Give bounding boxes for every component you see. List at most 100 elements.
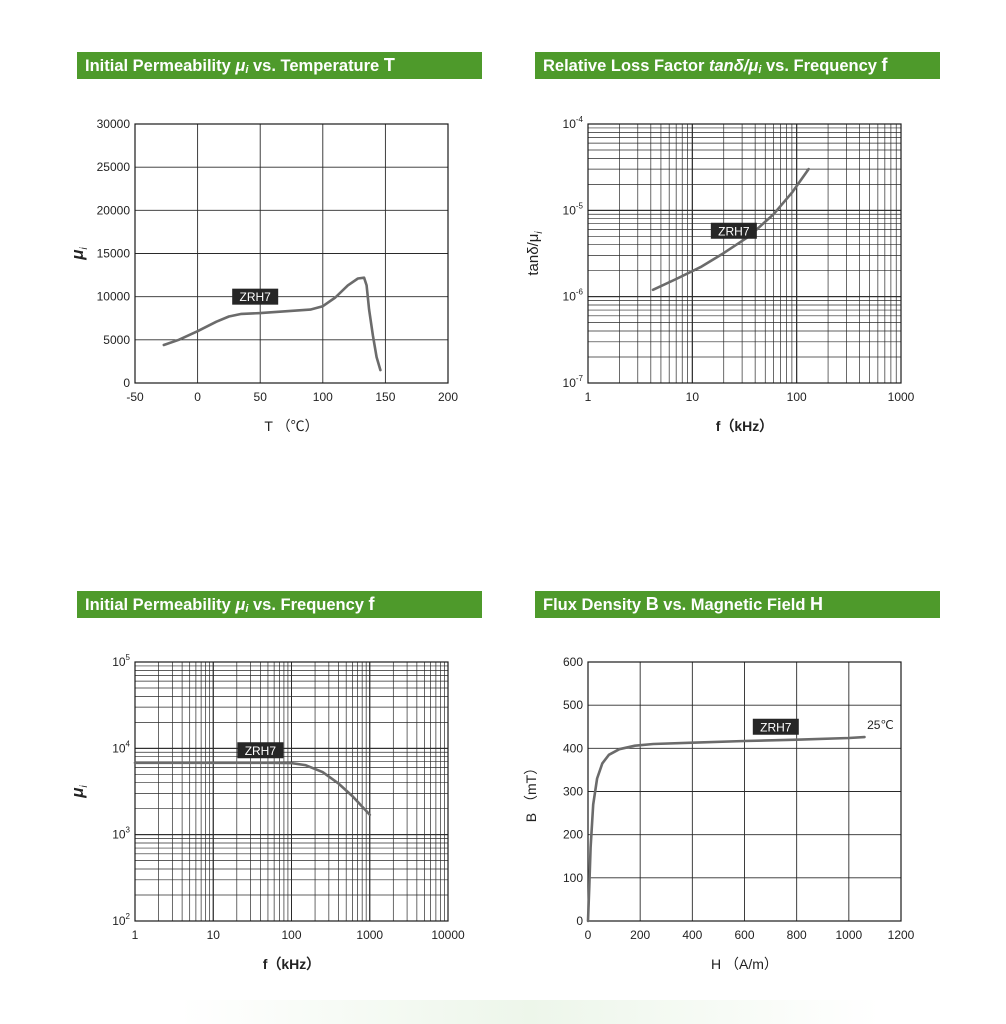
bottom-decoration [180, 1000, 880, 1024]
y-tick-label: 30000 [97, 117, 131, 131]
title-pre: Initial Permeability [85, 57, 236, 75]
x-tick-label: 1200 [888, 928, 915, 942]
grid [587, 661, 902, 922]
y-tick-label: 102 [112, 912, 130, 928]
series-line [586, 735, 866, 923]
title-post: vs. Magnetic Field [658, 596, 810, 614]
x-tick-label: 100 [787, 390, 807, 404]
x-tick-label: 0 [194, 390, 201, 404]
y-tick-label: 103 [112, 826, 130, 842]
chart-loss-factor-vs-frequency: 1 10 100 1000 10-7 10-6 10-5 10-4 f（kHz） tanδ/μi Z… [525, 115, 915, 434]
series-tag-label: ZRH7 [240, 290, 272, 304]
series-line [133, 761, 372, 817]
chart-permeability-vs-temperature: -50 0 50 100 150 2000500010000150002000025000… [68, 117, 458, 434]
y-tick-label: 25000 [97, 160, 131, 174]
chart-title-permeability-vs-temperature: Initial Permeability μi vs. Temperature … [77, 52, 482, 79]
y-tick-label: 600 [563, 655, 583, 669]
title-end: f [368, 594, 375, 614]
series-tag-box [237, 742, 284, 759]
chart-flux-density-vs-field: 0 200 400 600 800 1000 1200 0 100 200 300 400 500 600… [523, 655, 915, 972]
series-tag-label: ZRH7 [245, 744, 277, 758]
series-tag-label: ZRH7 [760, 720, 792, 734]
series-line [651, 167, 810, 292]
y-axis-label: μi [68, 246, 90, 260]
y-tick-label: 0 [123, 376, 130, 390]
x-tick-label: 1 [585, 390, 592, 404]
y-axis-label-subscript: i [79, 784, 90, 787]
series-line [162, 276, 382, 372]
series-tag-box [710, 222, 757, 239]
x-axis-label: T （℃） [264, 418, 318, 434]
x-tick-label: 0 [585, 928, 592, 942]
y-tick-label: 105 [112, 653, 130, 669]
y-tick-label: 10-4 [563, 115, 584, 131]
x-tick-label: 200 [438, 390, 458, 404]
chart-permeability-vs-frequency: 1 10 100 1000 10000 102 103 104 105 f（kHz） μi ZRH7 [68, 653, 465, 972]
x-tick-label: 10000 [431, 928, 465, 942]
title-post: vs. Frequency [248, 596, 369, 614]
plot-frame [587, 661, 902, 922]
x-tick-label: 10 [207, 928, 221, 942]
plot-frame [134, 123, 449, 384]
x-axis-label: f（kHz） [263, 956, 321, 972]
y-axis-label-subscript: i [79, 246, 90, 249]
title-symbol: μ [235, 57, 246, 75]
title-symbol: B [645, 594, 659, 614]
y-tick-label: 100 [563, 871, 583, 885]
y-tick-label: 10-7 [563, 374, 584, 390]
y-tick-exponent: -5 [576, 201, 584, 210]
x-tick-label: 1000 [888, 390, 915, 404]
y-tick-label: 5000 [103, 333, 130, 347]
y-tick-exponent: -6 [576, 288, 584, 297]
title-end: H [810, 594, 823, 614]
x-tick-label: 10 [686, 390, 700, 404]
y-tick-label: 500 [563, 698, 583, 712]
x-tick-label: 50 [254, 390, 268, 404]
plot-frame [134, 661, 449, 922]
y-axis-label-subscript: i [534, 231, 545, 234]
grid [134, 123, 449, 384]
x-tick-label: 100 [313, 390, 333, 404]
title-end: f [881, 55, 888, 75]
y-tick-exponent: 4 [126, 739, 131, 748]
y-tick-label: 15000 [97, 247, 131, 261]
y-tick-exponent: 5 [126, 653, 131, 662]
y-tick-exponent: -4 [576, 115, 584, 124]
y-axis-label-main: B （mT） [523, 761, 539, 822]
y-tick-label: 400 [563, 741, 583, 755]
title-subscript: i [758, 64, 762, 76]
plot-frame [587, 123, 902, 384]
y-tick-label: 200 [563, 828, 583, 842]
x-tick-label: 200 [630, 928, 650, 942]
x-axis-label: f（kHz） [716, 418, 774, 434]
title-pre: Initial Permeability [85, 596, 236, 614]
y-axis-label-main: μ [68, 249, 87, 261]
x-tick-label: 100 [281, 928, 301, 942]
y-tick-label: 10-5 [563, 201, 584, 217]
title-post: vs. Frequency [761, 57, 882, 75]
x-tick-label: 1000 [356, 928, 383, 942]
x-axis-label: H （A/m） [711, 956, 778, 972]
y-axis-label: tanδ/μi [525, 231, 545, 276]
title-post: vs. Temperature [248, 57, 384, 75]
chart-title-flux-density-vs-field: Flux Density B vs. Magnetic Field H [535, 591, 940, 618]
grid [587, 123, 902, 384]
title-symbol: tanδ/μ [708, 57, 759, 75]
title-end: T [383, 55, 395, 75]
x-tick-label: 600 [734, 928, 754, 942]
x-tick-label: 800 [787, 928, 807, 942]
y-axis-label-main: μ [68, 787, 87, 799]
y-axis-label-main: tanδ/μ [525, 234, 542, 276]
chart-title-permeability-vs-frequency: Initial Permeability μi vs. Frequency f [77, 591, 482, 618]
x-tick-label: 1 [132, 928, 139, 942]
title-subscript: i [245, 64, 249, 76]
y-tick-label: 300 [563, 785, 583, 799]
series-tag-label: ZRH7 [718, 224, 750, 238]
y-axis-label: μi [68, 784, 90, 798]
y-tick-label: 20000 [97, 203, 131, 217]
y-tick-exponent: 3 [126, 826, 131, 835]
y-tick-label: 0 [576, 914, 583, 928]
y-tick-exponent: 2 [126, 912, 131, 921]
x-tick-label: 150 [375, 390, 395, 404]
